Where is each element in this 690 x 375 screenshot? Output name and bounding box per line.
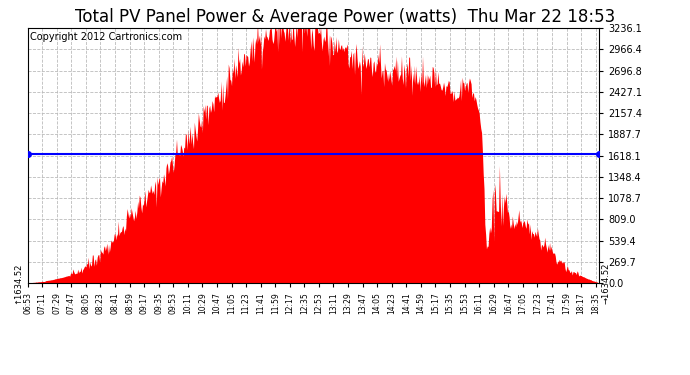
Text: →1634.52: →1634.52 bbox=[602, 262, 611, 304]
Text: Total PV Panel Power & Average Power (watts)  Thu Mar 22 18:53: Total PV Panel Power & Average Power (wa… bbox=[75, 8, 615, 26]
Text: ↑1634.52: ↑1634.52 bbox=[13, 262, 22, 304]
Text: Copyright 2012 Cartronics.com: Copyright 2012 Cartronics.com bbox=[30, 32, 183, 42]
